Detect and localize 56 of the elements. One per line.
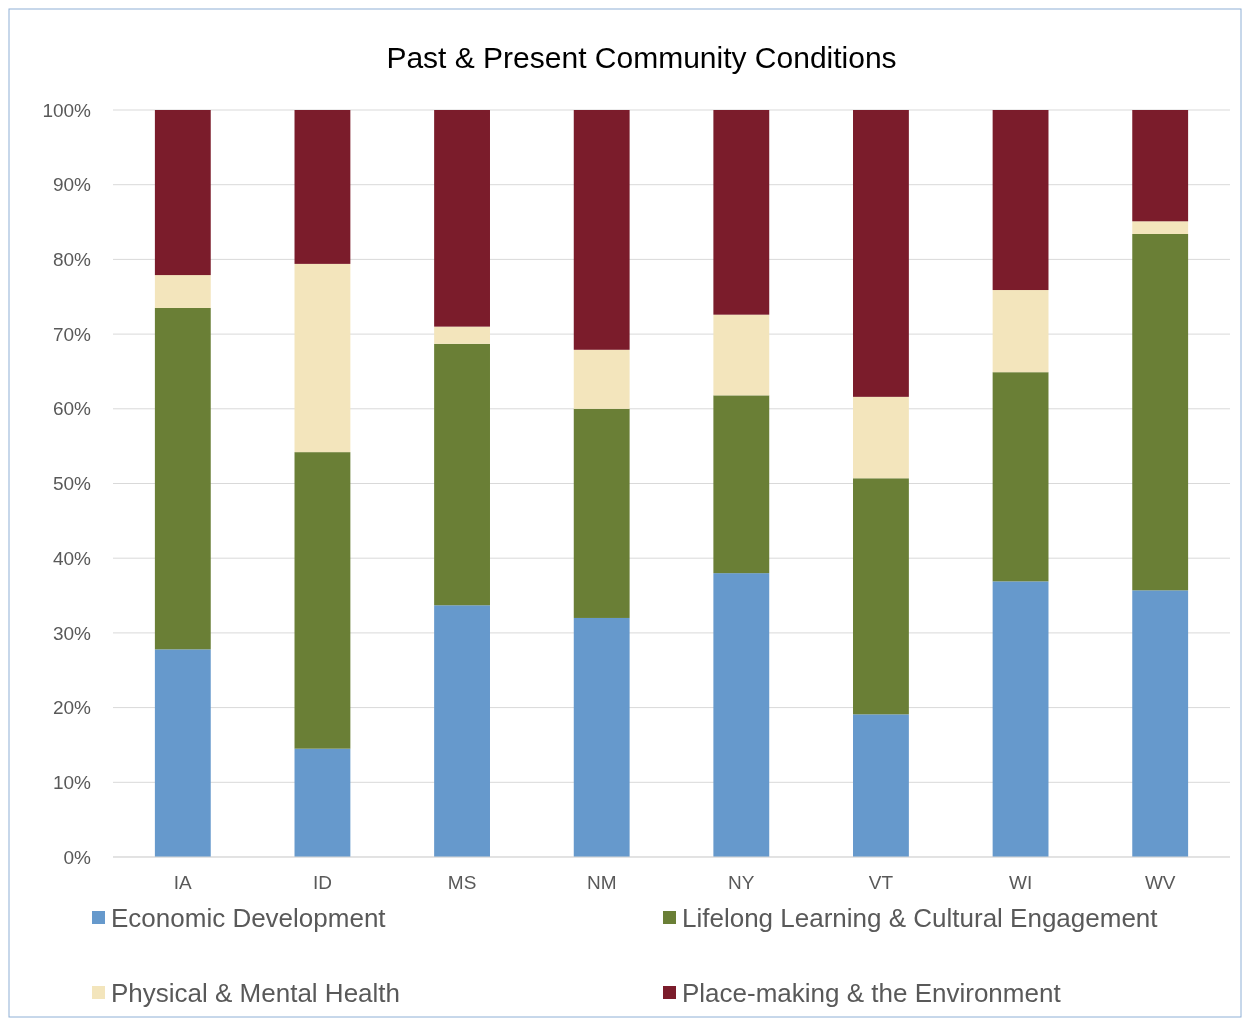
x-tick-label: NY [728, 872, 755, 893]
bar [1132, 110, 1189, 222]
legend-label: Lifelong Learning & Cultural Engagement [682, 903, 1159, 934]
y-tick-label: 40% [52, 547, 92, 569]
bar [294, 110, 351, 264]
x-tick-label: NM [586, 872, 617, 893]
bar [1132, 590, 1189, 857]
legend-label: Economic Development [111, 903, 387, 934]
bar [434, 343, 490, 606]
legend-label: Place-making & the Environment [682, 978, 1062, 1009]
x-tick-label: WI [1008, 872, 1033, 893]
x-tick-label: VT [868, 872, 894, 893]
bar [992, 581, 1049, 857]
bar [853, 478, 909, 715]
bar [1132, 234, 1189, 591]
y-tick-label: 100% [42, 99, 92, 121]
y-tick-label: 90% [52, 174, 92, 196]
bar [853, 714, 909, 857]
bar [573, 110, 630, 350]
bar [573, 349, 630, 409]
bar [853, 396, 909, 479]
y-tick-label: 60% [52, 398, 92, 420]
bar [154, 649, 211, 857]
y-tick-label: 0% [63, 846, 92, 868]
bar [853, 110, 909, 397]
y-tick-label: 80% [52, 249, 92, 271]
bar [294, 748, 351, 857]
bar [154, 110, 211, 276]
bar [294, 452, 351, 749]
bar [573, 617, 630, 857]
y-tick-label: 70% [52, 323, 92, 345]
bar [713, 395, 770, 574]
bar [154, 307, 211, 650]
y-tick-label: 10% [52, 771, 92, 793]
bar [992, 110, 1049, 291]
legend-label: Physical & Mental Health [111, 978, 401, 1009]
chart-title: Past & Present Community Conditions [386, 41, 897, 74]
bar [434, 605, 490, 857]
bar [992, 372, 1049, 582]
bar [992, 290, 1049, 373]
bar [294, 263, 351, 453]
bar [1132, 221, 1189, 234]
x-tick-label: ID [312, 872, 332, 893]
x-tick-label: WV [1144, 872, 1176, 893]
bar [713, 110, 770, 315]
y-tick-label: 50% [52, 473, 92, 495]
y-tick-label: 20% [52, 697, 92, 719]
bar [154, 275, 211, 308]
bar [573, 408, 630, 618]
x-tick-label: MS [447, 872, 477, 893]
x-tick-label: IA [173, 872, 193, 893]
bar [713, 573, 770, 857]
bar [713, 314, 770, 396]
y-tick-label: 30% [52, 622, 92, 644]
bar [434, 326, 490, 344]
bar [434, 110, 490, 327]
